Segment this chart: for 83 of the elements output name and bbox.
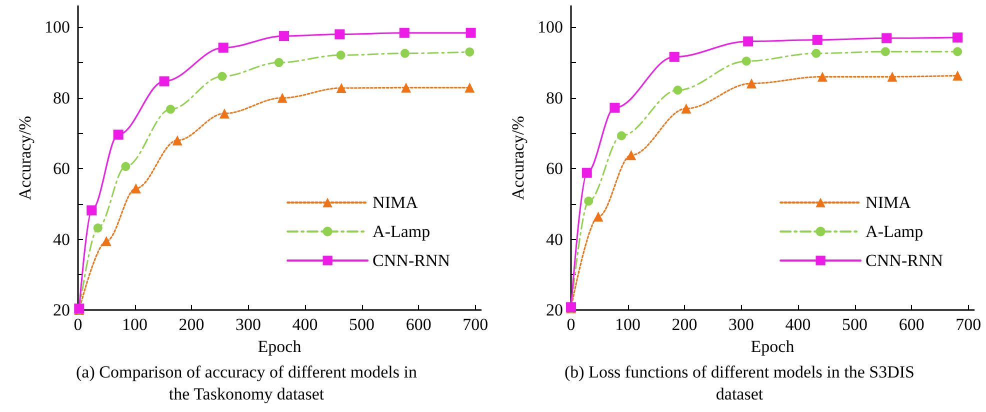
x-tick-label: 100	[122, 315, 148, 334]
point	[219, 108, 230, 118]
point	[400, 48, 410, 58]
point	[130, 183, 141, 194]
point	[101, 236, 112, 246]
point	[887, 72, 898, 82]
point	[93, 223, 102, 232]
point	[113, 130, 124, 140]
legend-label: CNN-RNN	[372, 251, 450, 270]
legend-label: CNN-RNN	[866, 251, 944, 270]
point	[812, 48, 821, 58]
x-tick-label: 300	[728, 315, 754, 334]
point	[336, 83, 346, 94]
point	[953, 47, 962, 56]
y-tick-label: 80	[546, 88, 563, 108]
point	[172, 135, 182, 146]
x-tick-label: 0	[566, 315, 576, 334]
x-axis-title: Epoch	[258, 337, 302, 356]
y-axis-title: Accuracy/%	[16, 116, 35, 200]
point	[742, 56, 751, 66]
x-tick-label: 600	[898, 315, 924, 334]
point	[743, 36, 754, 46]
x-tick-label: 500	[349, 315, 375, 334]
x-axis-title: Epoch	[750, 337, 795, 356]
legend-label: NIMA	[866, 193, 912, 212]
y-tick-label: 80	[53, 88, 70, 108]
text: (a) Comparison of accuracy of different models in the Taskonomy dataset	[76, 362, 418, 404]
point	[399, 28, 410, 38]
y-tick-label: 60	[546, 159, 563, 178]
point	[817, 72, 828, 82]
y-tick-label: 60	[53, 159, 70, 178]
x-tick-label: 400	[785, 315, 811, 334]
point	[218, 42, 228, 53]
point	[617, 131, 626, 140]
x-tick-label: 100	[615, 315, 641, 334]
point	[582, 168, 592, 178]
x-tick-label: 700	[462, 315, 488, 334]
point	[86, 205, 97, 216]
point	[880, 47, 890, 56]
point	[673, 86, 682, 95]
point	[610, 102, 620, 113]
point	[746, 78, 756, 88]
legend-label: A-Lamp	[372, 222, 430, 241]
point	[465, 47, 474, 56]
point	[166, 104, 176, 114]
y-tick-label: 40	[53, 230, 70, 249]
legend-label: A-Lamp	[866, 222, 924, 241]
point	[952, 70, 963, 81]
point	[812, 34, 822, 45]
point	[121, 162, 130, 171]
point	[274, 58, 284, 68]
y-tick-label: 20	[546, 300, 563, 320]
y-axis-title: Accuracy/%	[508, 116, 528, 200]
point	[626, 150, 636, 160]
point	[466, 28, 476, 38]
point	[218, 72, 227, 81]
text: (b) Loss functions of different models in the S3DIS dataset	[564, 362, 915, 404]
x-tick-label: 200	[178, 315, 204, 334]
point	[464, 82, 475, 93]
point	[277, 92, 288, 103]
x-tick-label: 700	[956, 315, 982, 334]
point	[584, 196, 594, 206]
x-tick-label: 0	[74, 315, 82, 334]
y-tick-label: 40	[546, 230, 563, 249]
point	[334, 29, 345, 40]
point	[593, 212, 604, 222]
point	[882, 33, 892, 44]
point	[159, 76, 170, 86]
y-tick-label: 100	[538, 18, 563, 37]
x-tick-label: 600	[406, 315, 432, 334]
y-tick-label: 100	[44, 18, 70, 37]
legend-label: NIMA	[372, 193, 419, 212]
point	[952, 32, 963, 42]
x-tick-label: 300	[236, 315, 262, 334]
point	[669, 52, 680, 62]
point	[401, 82, 412, 93]
y-tick-label: 20	[53, 300, 70, 320]
x-tick-label: 400	[292, 315, 318, 334]
point	[336, 50, 346, 60]
point	[681, 104, 692, 114]
x-tick-label: 200	[672, 315, 698, 334]
point	[279, 31, 290, 42]
x-tick-label: 500	[842, 315, 868, 334]
